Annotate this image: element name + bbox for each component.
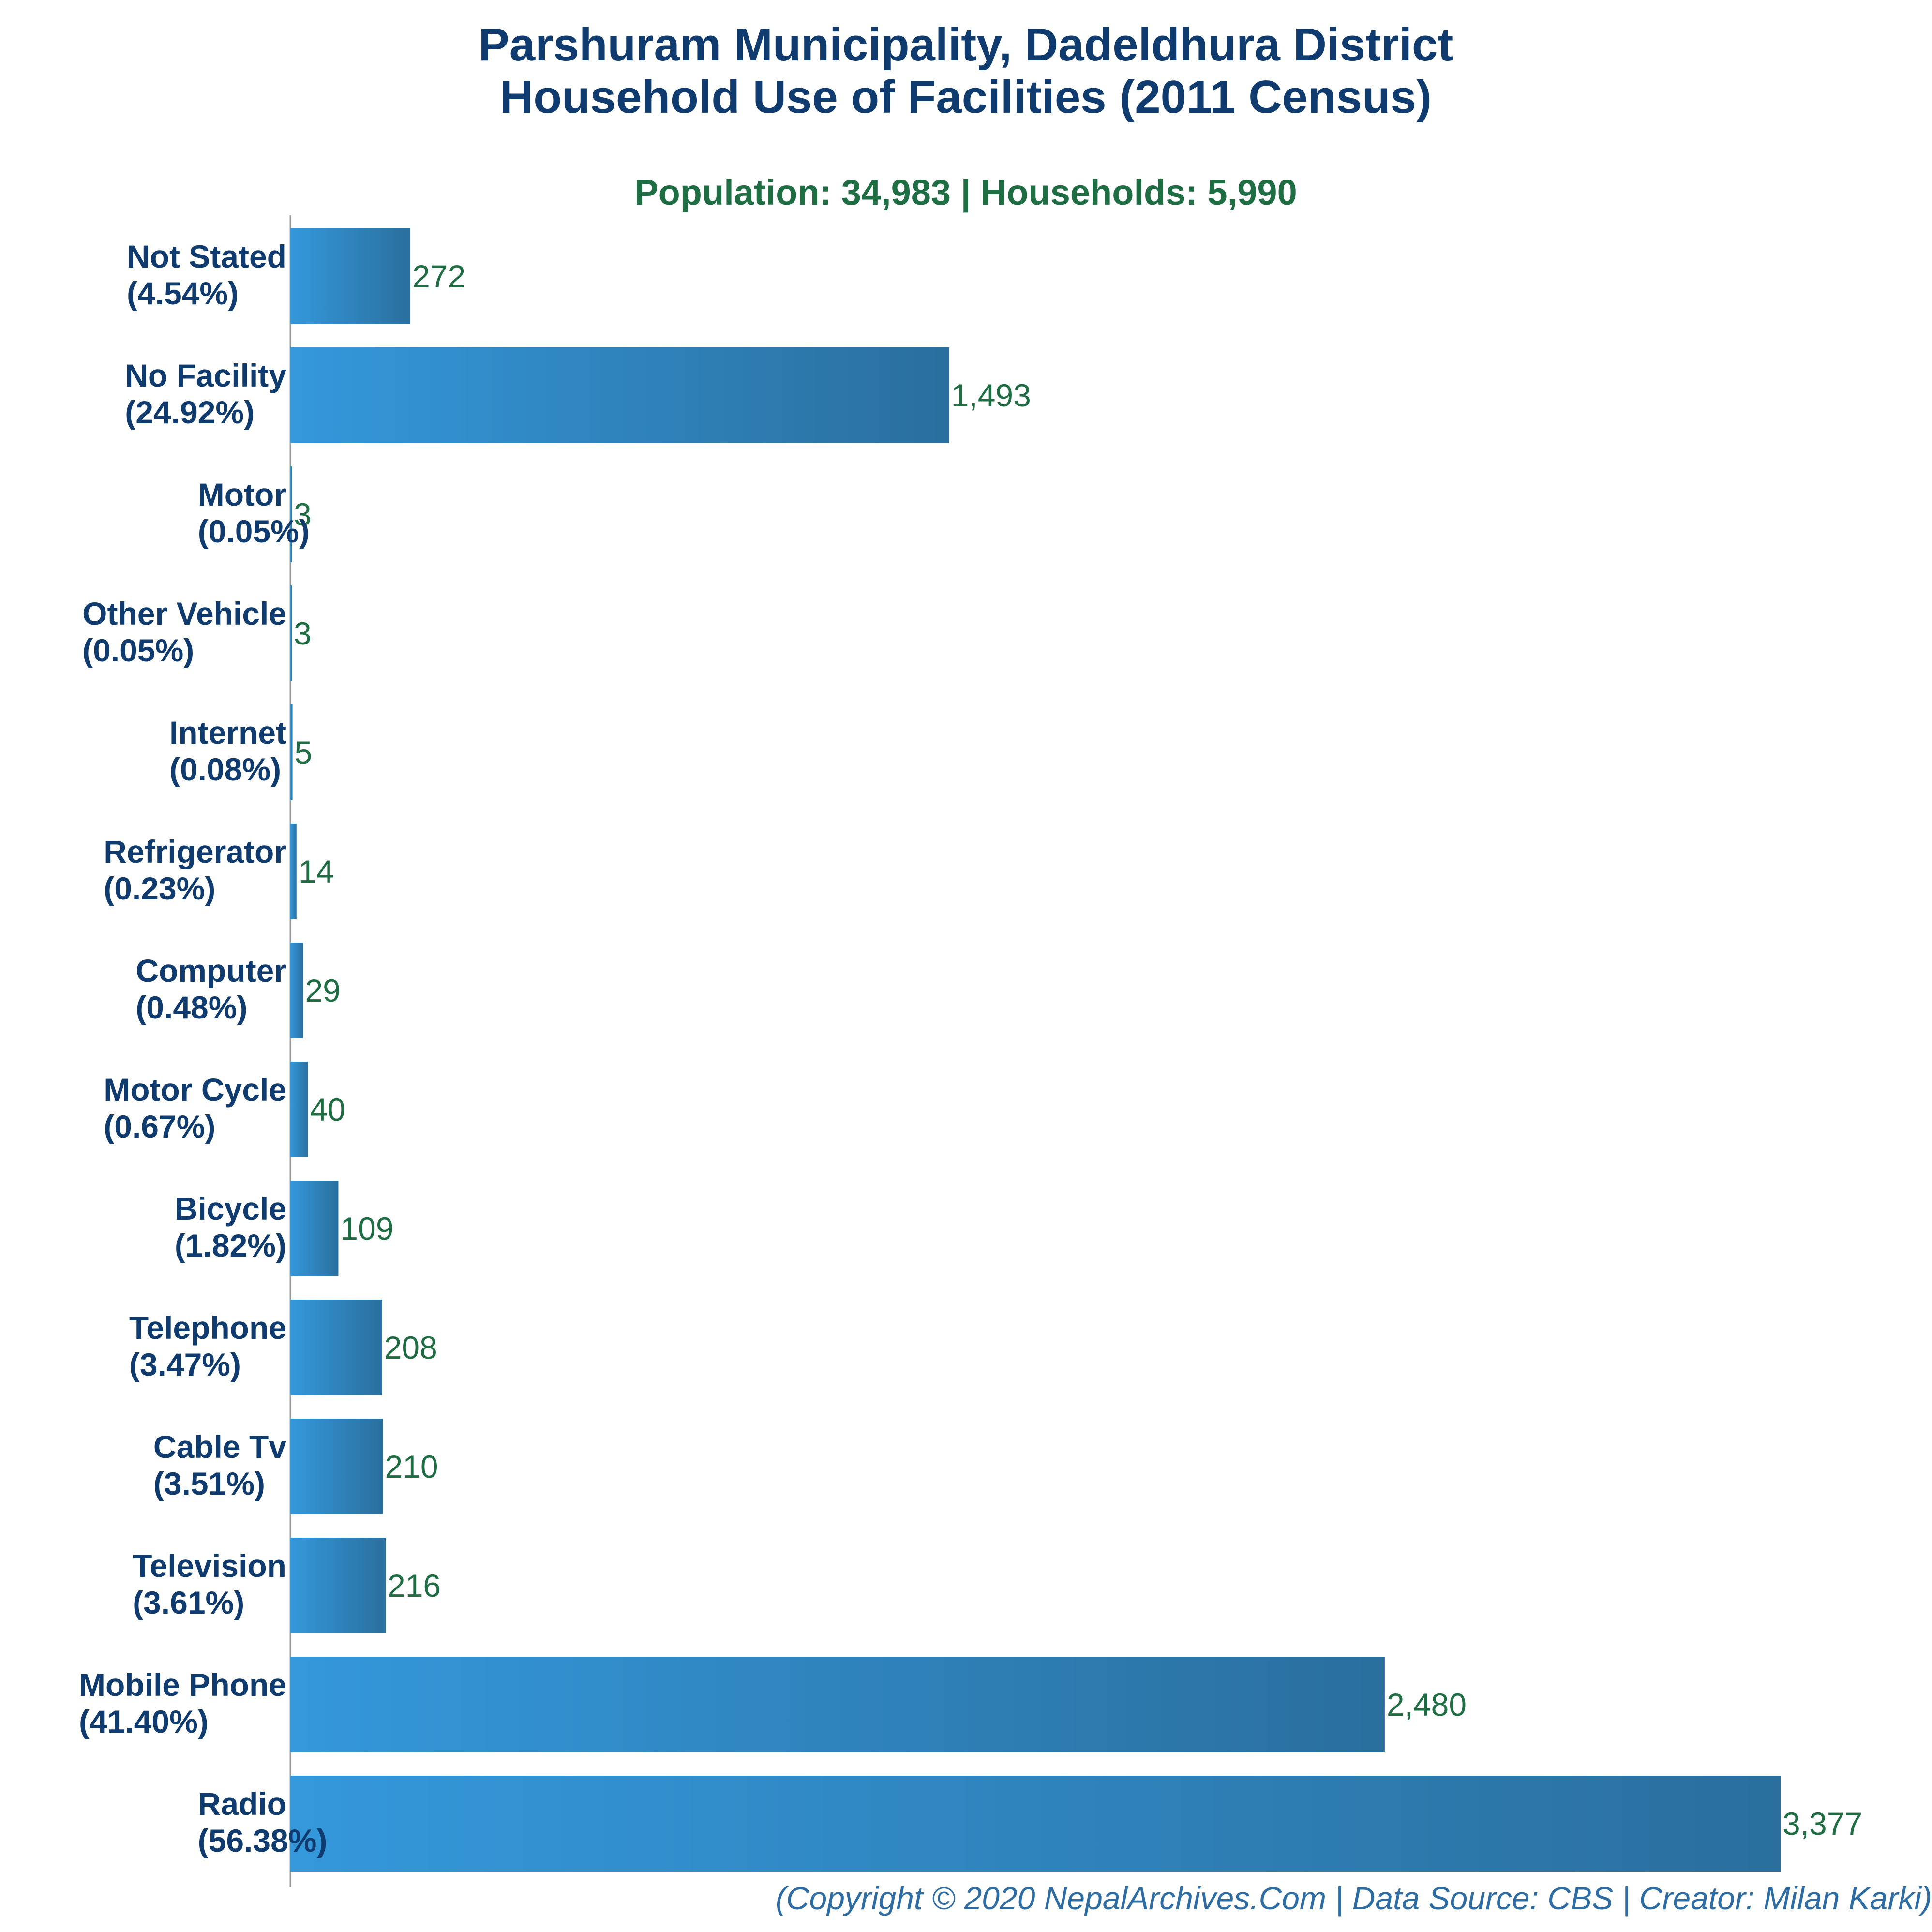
category-label-refrigerator: Refrigerator (0.23%): [104, 834, 286, 906]
bar-refrigerator: [290, 824, 297, 919]
bars-group: 272 Not Stated (4.54%) 1,493 No Facility (24.…: [79, 228, 1862, 1872]
value-label-motor-cycle: 40: [310, 1092, 345, 1127]
value-label-not-stated: 272: [412, 258, 465, 294]
bar-radio: [290, 1776, 1781, 1872]
value-label-internet: 5: [295, 734, 313, 770]
bar-no-facility: [290, 347, 949, 443]
category-label-other-vehicle: Other Vehicle (0.05%): [82, 596, 286, 668]
category-label-cable-tv: Cable Tv (3.51%): [153, 1429, 286, 1501]
bar-television: [290, 1538, 386, 1633]
bar-motor-cycle: [290, 1062, 308, 1157]
bar-other-vehicle: [290, 585, 292, 681]
value-label-refrigerator: 14: [299, 854, 334, 889]
bar-bicycle: [290, 1181, 339, 1276]
category-label-motor-cycle: Motor Cycle (0.67%): [104, 1072, 286, 1144]
chart-title-line-1: Parshuram Municipality, Dadeldhura Distr…: [479, 19, 1453, 71]
category-label-motor: Motor (0.05%): [198, 477, 310, 549]
bar-not-stated: [290, 228, 411, 324]
value-label-other-vehicle: 3: [294, 615, 312, 651]
chart-title-line-2: Household Use of Facilities (2011 Census…: [500, 71, 1432, 123]
value-label-no-facility: 1,493: [951, 377, 1031, 413]
category-label-not-stated: Not Stated (4.54%): [127, 239, 286, 311]
value-label-motor: 3: [294, 496, 312, 532]
footer-credit: (Copyright © 2020 NepalArchives.Com | Da…: [776, 1880, 1932, 1917]
category-label-telephone: Telephone (3.47%): [129, 1310, 286, 1382]
category-label-television: Television (3.61%): [133, 1548, 286, 1620]
category-label-internet: Internet (0.08%): [169, 715, 286, 787]
value-label-television: 216: [388, 1568, 441, 1603]
bar-mobile-phone: [290, 1657, 1385, 1752]
bar-internet: [290, 704, 293, 800]
category-label-mobile-phone: Mobile Phone (41.40%): [79, 1667, 286, 1739]
category-label-radio: Radio (56.38%): [198, 1786, 328, 1858]
value-label-radio: 3,377: [1782, 1806, 1862, 1842]
bar-computer: [290, 943, 303, 1038]
value-label-mobile-phone: 2,480: [1387, 1687, 1467, 1722]
value-label-bicycle: 109: [340, 1211, 393, 1246]
category-label-bicycle: Bicycle (1.82%): [175, 1191, 286, 1263]
value-label-cable-tv: 210: [385, 1449, 438, 1484]
category-label-computer: Computer (0.48%): [135, 953, 286, 1025]
value-label-computer: 29: [305, 973, 340, 1008]
bar-telephone: [290, 1300, 382, 1395]
category-label-no-facility: No Facility (24.92%): [125, 358, 286, 430]
bar-motor: [290, 466, 292, 562]
chart-subtitle: Population: 34,983 | Households: 5,990: [634, 172, 1297, 213]
bar-cable-tv: [290, 1419, 383, 1514]
value-label-telephone: 208: [384, 1330, 437, 1365]
